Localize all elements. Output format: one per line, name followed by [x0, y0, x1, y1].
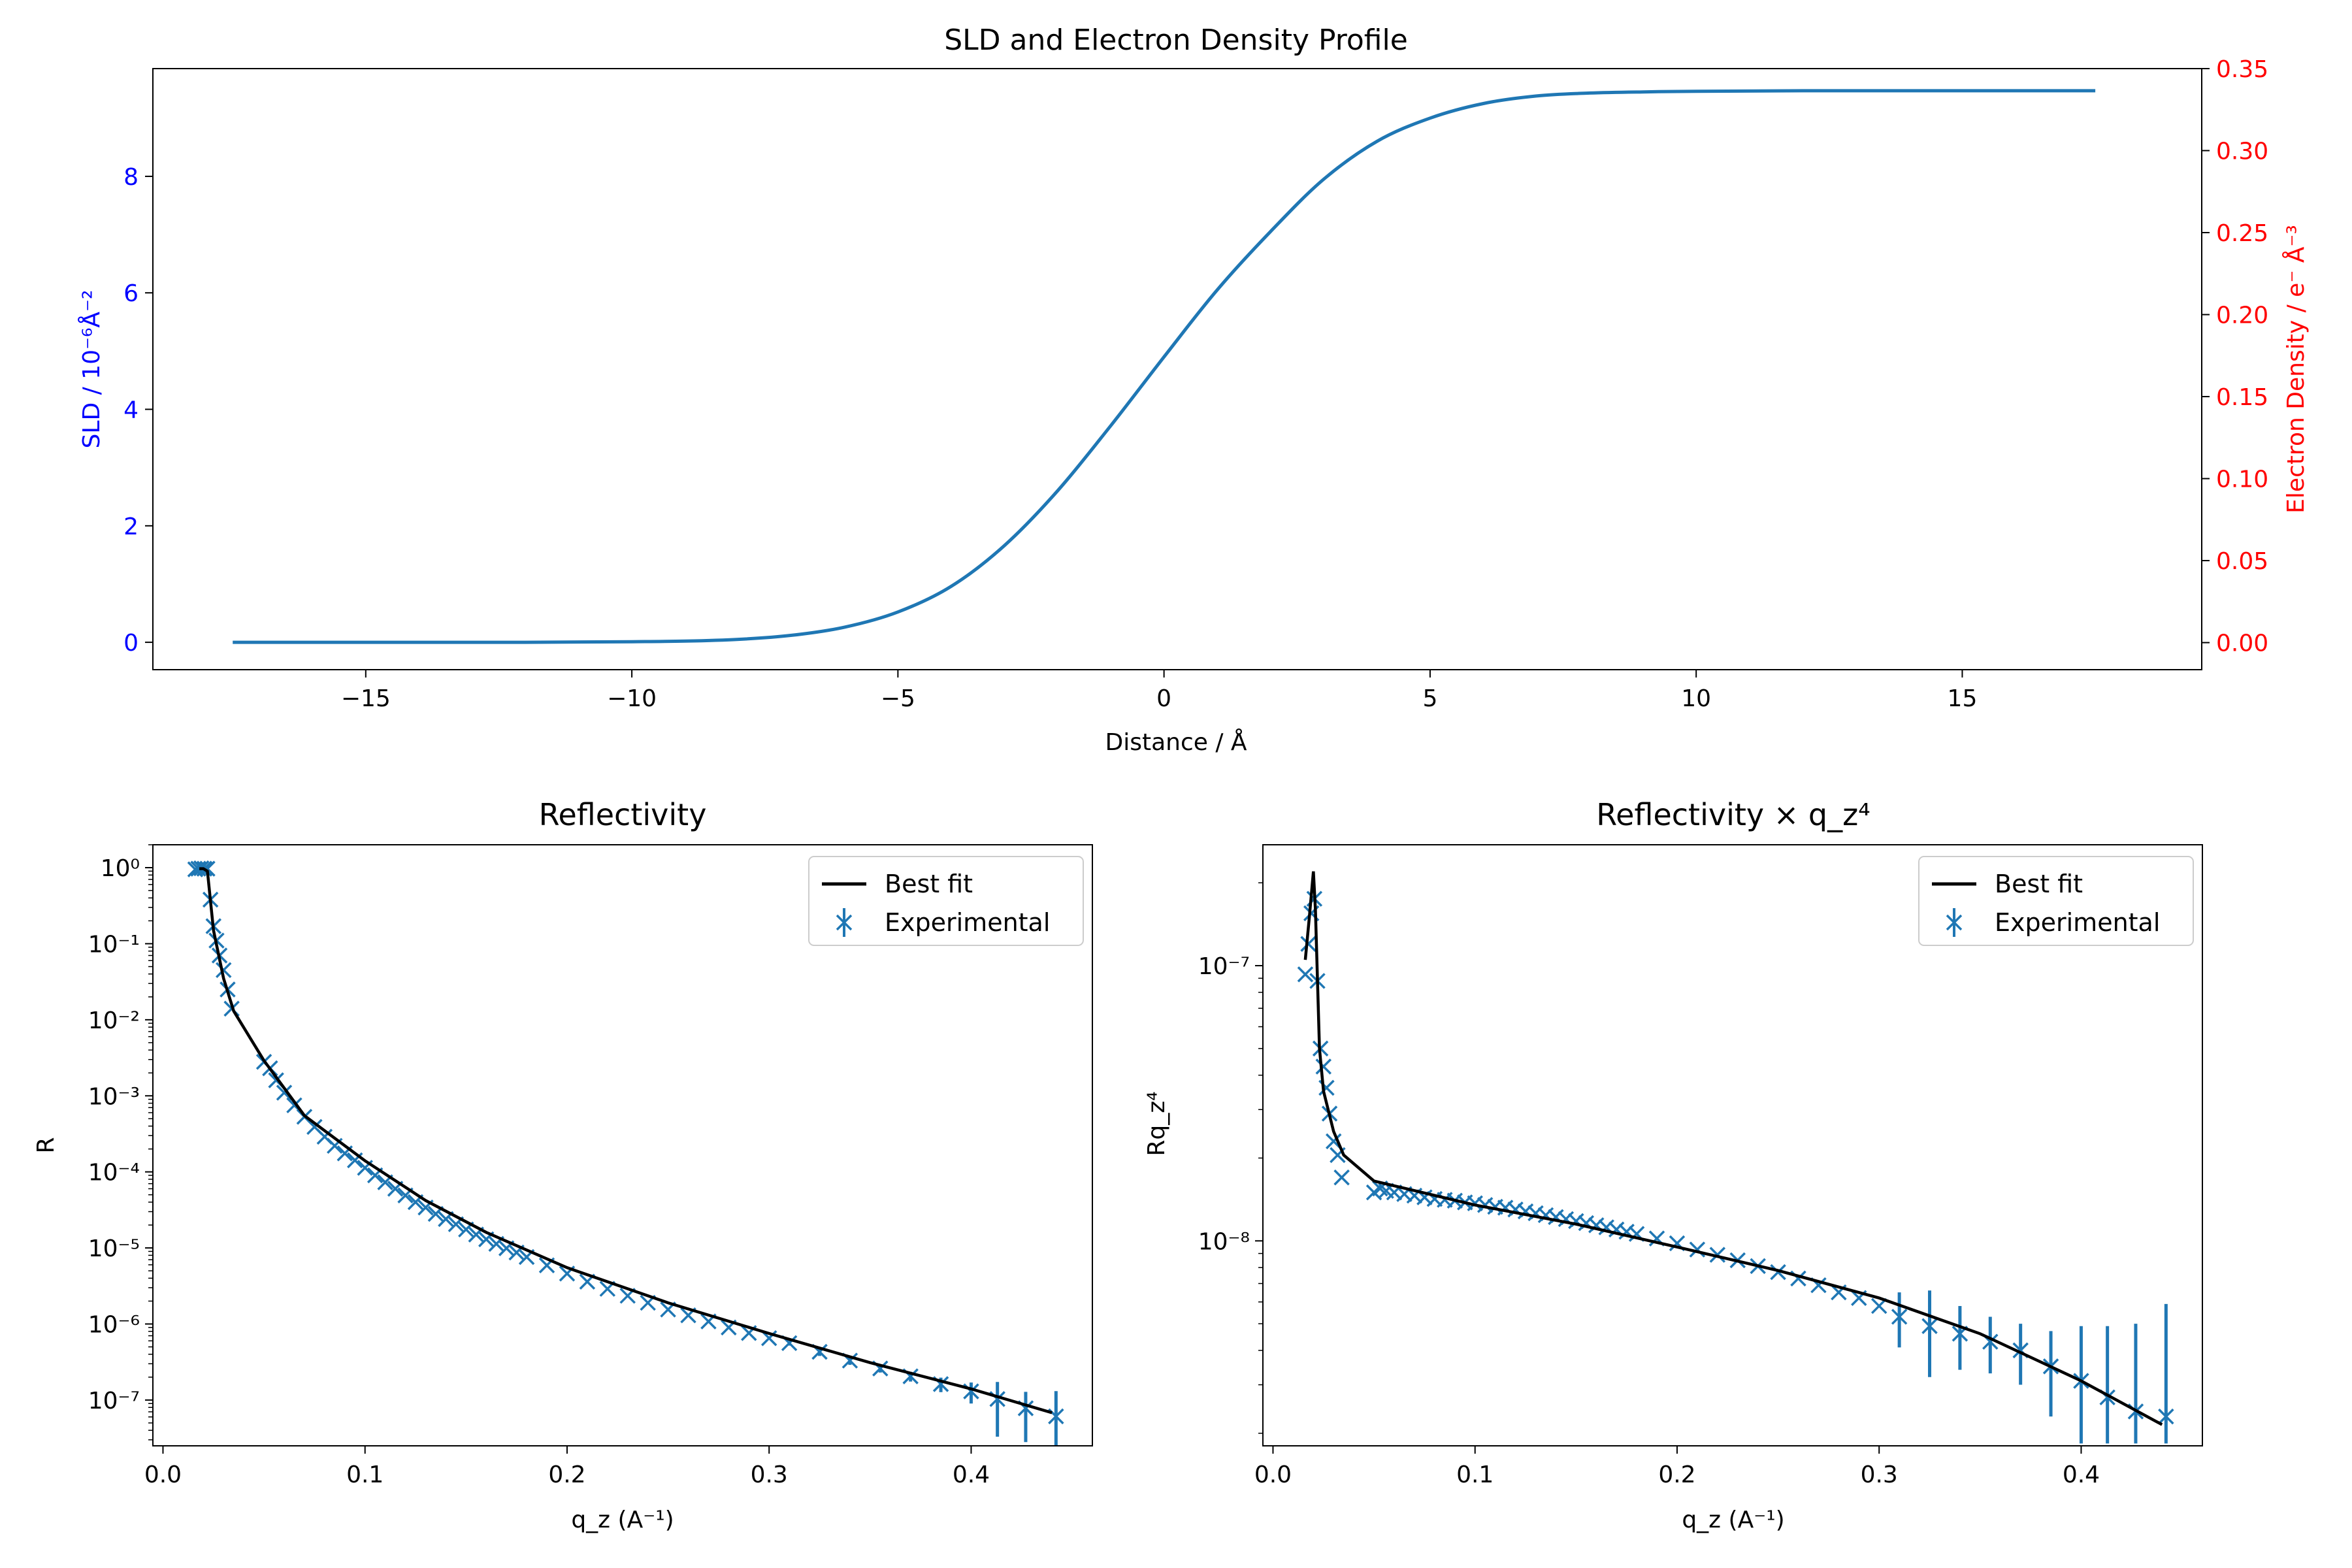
reflectivity-y-tick-label: 10⁻⁴	[88, 1160, 140, 1186]
reflectivity-q4-experimental-point	[1921, 1318, 1938, 1335]
reflectivity-x-tick-label: 0.4	[953, 1462, 990, 1488]
reflectivity-y-tick-label: 10⁻³	[88, 1083, 140, 1110]
reflectivity-q4-series	[1297, 871, 2174, 1444]
reflectivity-q4-y-tick-label: 10⁻⁸	[1198, 1228, 1250, 1255]
sld-left-y-tick-label: 0	[123, 630, 139, 657]
reflectivity-experimental-point	[276, 1085, 293, 1101]
reflectivity-y-tick-label: 10⁻¹	[88, 931, 140, 958]
sld-right-y-ticks: 0.00 0.05 0.10 0.15 0.20 0.25 0.30 0.35	[2202, 56, 2268, 657]
sld-left-y-tick-label: 2	[123, 514, 139, 540]
reflectivity-x-tick-label: 0.3	[751, 1462, 788, 1488]
reflectivity-y-axis-label: R	[33, 1137, 59, 1153]
sld-profile-panel: SLD and Electron Density Profile −15 −10−…	[77, 24, 2310, 756]
reflectivity-panel: Reflectivity 0.0 0.1 0.2 0.3 0.4 10⁰ 10⁻¹ 10⁻²…	[33, 797, 1093, 1533]
sld-right-y-tick-label: 0.25	[2216, 220, 2268, 247]
sld-x-axis-label: Distance / Å	[1105, 728, 1247, 756]
sld-right-y-tick-label: 0.00	[2216, 630, 2268, 657]
reflectivity-legend-best-fit-label: Best fit	[885, 870, 973, 898]
reflectivity-legend-box	[808, 856, 1084, 946]
reflectivity-q4-chart-title: Reflectivity × q_z⁴	[1596, 797, 1870, 832]
reflectivity-legend: Best fit Experimental	[808, 856, 1084, 946]
reflectivity-experimental-point	[215, 962, 232, 979]
reflectivity-y-tick-label: 10⁻⁵	[88, 1235, 140, 1262]
sld-x-tick-label: 10	[1681, 685, 1711, 712]
sld-plot-frame	[152, 68, 2202, 670]
reflectivity-q4-experimental-point	[1891, 1309, 1908, 1325]
reflectivity-series	[187, 860, 1064, 1445]
sld-profile-line	[233, 89, 2096, 644]
reflectivity-x-axis-label: q_z (A⁻¹)	[571, 1507, 674, 1533]
reflectivity-q4-x-axis-label: q_z (A⁻¹)	[1682, 1507, 1784, 1533]
reflectivity-x-tick-label: 0.1	[346, 1462, 384, 1488]
sld-left-y-ticks: 0 2 4 6 8	[123, 164, 153, 657]
sld-x-tick-label: −5	[881, 685, 915, 712]
reflectivity-q4-y-axis-label: Rq_z⁴	[1143, 1091, 1170, 1156]
reflectivity-y-tick-label: 10⁻⁶	[88, 1312, 140, 1339]
reflectivity-y-tick-label: 10⁻⁷	[88, 1388, 140, 1414]
reflectivity-chart-title: Reflectivity	[539, 797, 707, 832]
sld-x-tick-label: 15	[1948, 685, 1978, 712]
sld-right-y-tick-label: 0.15	[2216, 384, 2268, 411]
sld-x-tick-label: −10	[607, 685, 657, 712]
reflectivity-q4-x-tick-label: 0.4	[2063, 1462, 2100, 1488]
sld-right-y-tick-label: 0.20	[2216, 302, 2268, 329]
sld-x-ticks: −15 −10 −5 0 5 10 15	[341, 670, 1978, 712]
reflectivity-y-tick-label: 10⁻²	[88, 1007, 140, 1034]
reflectivity-y-ticks: 10⁰ 10⁻¹ 10⁻² 10⁻³ 10⁻⁴ 10⁻⁵ 10⁻⁶ 10⁻⁷	[88, 844, 153, 1441]
reflectivity-legend-experimental-label: Experimental	[885, 908, 1050, 937]
reflectivity-q4-legend-experimental-label: Experimental	[1995, 908, 2160, 937]
reflectivity-q4-experimental-point	[1300, 936, 1316, 952]
sld-left-y-tick-label: 4	[123, 397, 139, 424]
reflectivity-q4-x-tick-label: 0.0	[1254, 1462, 1292, 1488]
sld-left-y-tick-label: 8	[123, 164, 139, 191]
sld-right-y-tick-label: 0.10	[2216, 466, 2268, 493]
reflectivity-q4-x-tick-label: 0.2	[1658, 1462, 1695, 1488]
reflectivity-q4-x-tick-label: 0.3	[1861, 1462, 1898, 1488]
reflectivity-plot-frame	[152, 844, 1093, 1446]
reflectivity-y-tick-label: 10⁰	[101, 855, 140, 882]
sld-chart-title: SLD and Electron Density Profile	[944, 24, 1408, 57]
sld-left-y-axis-label: SLD / 10⁻⁶Å⁻²	[77, 290, 105, 449]
reflectivity-q4-plot-frame	[1262, 844, 2203, 1446]
reflectivity-q4-panel: Reflectivity × q_z⁴ 0.0 0.1 0.2 0.3 0.4 10⁻⁷…	[1143, 797, 2203, 1533]
sld-x-tick-label: 5	[1422, 685, 1437, 712]
sld-left-y-tick-label: 6	[123, 280, 139, 307]
sld-series	[233, 89, 2096, 644]
reflectivity-q4-experimental-point	[1297, 966, 1314, 983]
sld-x-tick-label: 0	[1156, 685, 1171, 712]
reflectivity-x-tick-label: 0.2	[548, 1462, 585, 1488]
reflectivity-q4-x-ticks: 0.0 0.1 0.2 0.3 0.4	[1254, 1446, 2100, 1488]
sld-right-y-tick-label: 0.30	[2216, 139, 2268, 165]
sld-x-tick-label: −15	[341, 685, 391, 712]
sld-right-y-tick-label: 0.05	[2216, 548, 2268, 575]
reflectivity-experimental-point	[199, 860, 216, 877]
reflectivity-q4-legend-experimental-marker	[1946, 914, 1963, 931]
reflectivity-q4-legend: Best fit Experimental	[1918, 856, 2194, 946]
reflectivity-q4-experimental-point	[2158, 1408, 2174, 1425]
reflectivity-q4-experimental-point	[1315, 1058, 1332, 1075]
sld-right-y-tick-label: 0.35	[2216, 56, 2268, 83]
reflectivity-q4-experimental-point	[1770, 1264, 1786, 1281]
reflectivity-x-ticks: 0.0 0.1 0.2 0.3 0.4	[144, 1446, 990, 1488]
reflectivity-q4-legend-best-fit-label: Best fit	[1995, 870, 2083, 898]
reflectivity-legend-experimental-marker	[836, 914, 853, 931]
reflectivity-q4-y-tick-label: 10⁻⁷	[1198, 953, 1250, 980]
reflectivity-q4-x-tick-label: 0.1	[1456, 1462, 1494, 1488]
sld-right-y-axis-label: Electron Density / e⁻ Å⁻³	[2281, 225, 2310, 514]
reflectivity-q4-experimental-point	[1709, 1247, 1726, 1263]
reflectivity-q4-legend-box	[1918, 856, 2194, 946]
reflectivity-q4-best-fit-line	[1303, 871, 2163, 1426]
reflectivity-x-tick-label: 0.0	[144, 1462, 182, 1488]
reflectivity-q4-experimental-point	[1333, 1169, 1350, 1186]
reflectivity-best-fit-line	[199, 867, 1053, 1414]
reflectivity-q4-y-ticks: 10⁻⁷ 10⁻⁸	[1198, 882, 1263, 1434]
